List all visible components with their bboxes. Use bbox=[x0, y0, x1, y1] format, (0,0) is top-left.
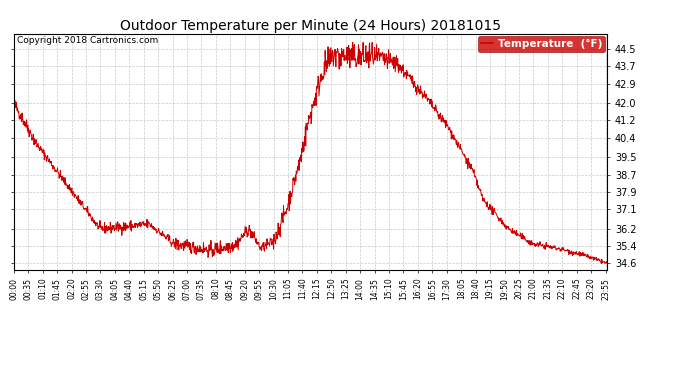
Legend: Temperature  (°F): Temperature (°F) bbox=[477, 36, 605, 52]
Text: Copyright 2018 Cartronics.com: Copyright 2018 Cartronics.com bbox=[17, 36, 158, 45]
Title: Outdoor Temperature per Minute (24 Hours) 20181015: Outdoor Temperature per Minute (24 Hours… bbox=[120, 19, 501, 33]
